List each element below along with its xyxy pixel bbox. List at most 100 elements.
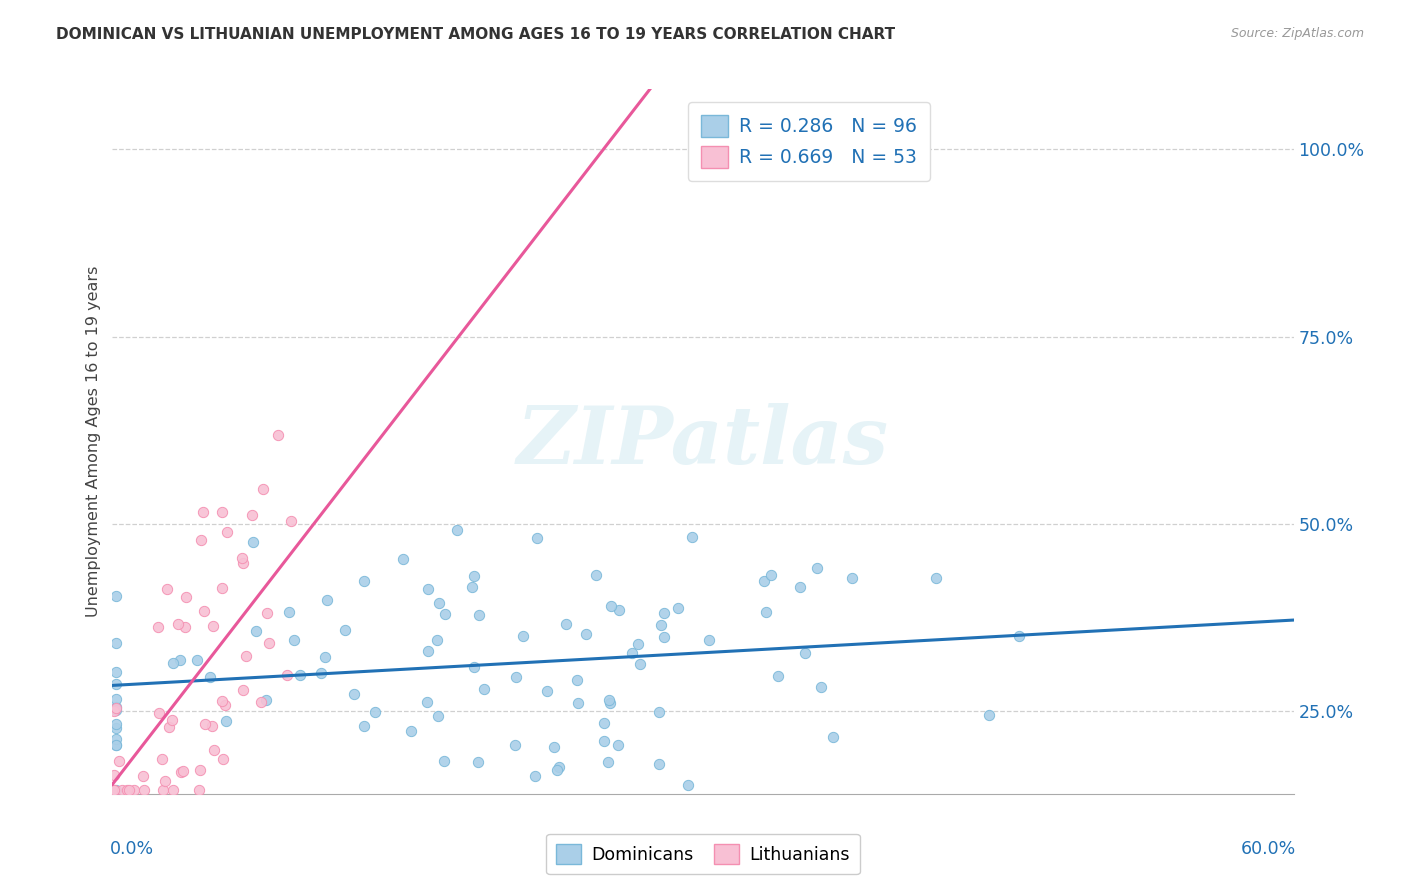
- Point: [681, 530, 703, 544]
- Point: [463, 660, 485, 674]
- Point: [105, 665, 128, 680]
- Point: [193, 504, 215, 518]
- Point: [103, 783, 125, 797]
- Point: [202, 743, 225, 757]
- Point: [925, 571, 948, 585]
- Point: [105, 589, 128, 603]
- Point: [212, 752, 235, 766]
- Point: [211, 581, 233, 595]
- Point: [821, 730, 844, 744]
- Point: [472, 681, 495, 696]
- Point: [194, 717, 217, 731]
- Point: [167, 616, 190, 631]
- Point: [290, 668, 312, 682]
- Point: [766, 669, 789, 683]
- Point: [593, 716, 616, 731]
- Point: [173, 620, 195, 634]
- Point: [575, 626, 598, 640]
- Point: [211, 504, 233, 518]
- Point: [697, 633, 720, 648]
- Point: [155, 773, 177, 788]
- Point: [256, 606, 278, 620]
- Point: [156, 582, 179, 596]
- Point: [627, 637, 650, 651]
- Point: [606, 738, 628, 752]
- Point: [235, 648, 257, 663]
- Point: [567, 696, 589, 710]
- Point: [607, 603, 630, 617]
- Point: [105, 783, 128, 797]
- Point: [190, 533, 212, 548]
- Text: Source: ZipAtlas.com: Source: ZipAtlas.com: [1230, 27, 1364, 40]
- Text: 60.0%: 60.0%: [1240, 839, 1296, 858]
- Point: [461, 580, 484, 594]
- Point: [111, 783, 134, 797]
- Point: [526, 531, 548, 545]
- Point: [794, 646, 817, 660]
- Point: [105, 731, 128, 746]
- Point: [159, 720, 181, 734]
- Point: [105, 738, 128, 752]
- Point: [232, 556, 254, 570]
- Point: [433, 754, 456, 768]
- Point: [652, 630, 675, 644]
- Point: [314, 649, 336, 664]
- Point: [201, 619, 224, 633]
- Point: [648, 756, 671, 771]
- Point: [512, 629, 534, 643]
- Point: [215, 714, 238, 728]
- Point: [628, 657, 651, 672]
- Point: [650, 618, 672, 632]
- Point: [391, 551, 413, 566]
- Point: [536, 684, 558, 698]
- Point: [105, 636, 128, 650]
- Point: [523, 769, 546, 783]
- Point: [429, 596, 451, 610]
- Point: [105, 716, 128, 731]
- Point: [254, 693, 277, 707]
- Point: [232, 683, 254, 698]
- Point: [353, 574, 375, 588]
- Point: [283, 633, 305, 648]
- Text: 0.0%: 0.0%: [110, 839, 155, 858]
- Point: [503, 738, 526, 752]
- Point: [146, 619, 169, 633]
- Point: [105, 738, 128, 752]
- Point: [463, 569, 485, 583]
- Point: [257, 636, 280, 650]
- Point: [399, 723, 422, 738]
- Point: [250, 695, 273, 709]
- Point: [105, 721, 128, 735]
- Point: [104, 701, 127, 715]
- Point: [755, 605, 778, 619]
- Point: [678, 778, 700, 792]
- Point: [364, 705, 387, 719]
- Point: [160, 713, 183, 727]
- Point: [162, 783, 184, 797]
- Point: [647, 705, 669, 719]
- Point: [217, 525, 239, 540]
- Point: [467, 755, 489, 769]
- Point: [186, 653, 208, 667]
- Point: [278, 605, 301, 619]
- Point: [567, 673, 589, 687]
- Point: [752, 574, 775, 588]
- Point: [240, 508, 263, 522]
- Point: [242, 534, 264, 549]
- Point: [211, 693, 233, 707]
- Point: [979, 707, 1001, 722]
- Point: [280, 514, 302, 528]
- Point: [446, 523, 468, 537]
- Point: [789, 580, 811, 594]
- Point: [426, 632, 449, 647]
- Point: [585, 568, 607, 582]
- Point: [433, 607, 456, 621]
- Point: [122, 783, 145, 797]
- Point: [200, 670, 222, 684]
- Point: [1007, 629, 1029, 643]
- Point: [426, 709, 449, 723]
- Point: [841, 571, 863, 585]
- Text: ZIPatlas: ZIPatlas: [517, 403, 889, 480]
- Point: [103, 783, 125, 797]
- Point: [172, 764, 194, 778]
